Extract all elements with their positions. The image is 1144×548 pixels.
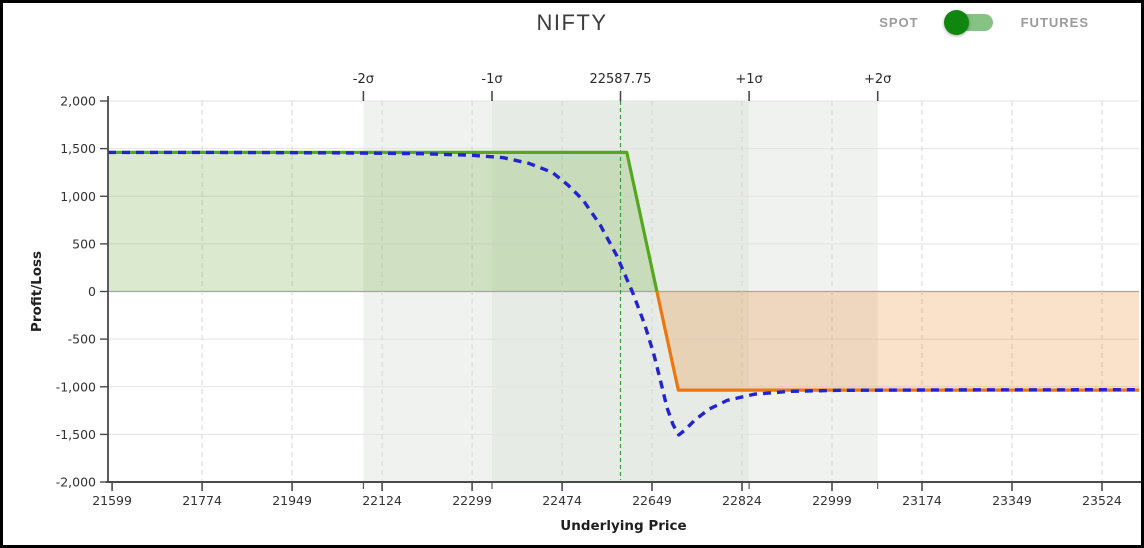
switch-knob[interactable] bbox=[943, 10, 969, 35]
x-tick-label: 22824 bbox=[722, 493, 762, 508]
x-tick-label: 23524 bbox=[1082, 493, 1122, 508]
x-tick-label: 23349 bbox=[992, 493, 1032, 508]
x-tick-label: 21774 bbox=[182, 493, 222, 508]
y-gridlines bbox=[108, 100, 1139, 435]
y-tick-label: 0 bbox=[88, 284, 96, 299]
y-tick-label: -1,000 bbox=[56, 379, 96, 394]
payoff-chart: 2,000 1,500 1,000 500 0 -500 -1,000 -1,500 -2,00… bbox=[3, 3, 1141, 545]
spot-futures-toggle-group: SPOT FUTURES bbox=[879, 10, 1089, 35]
sigma-label: +1σ bbox=[735, 72, 762, 87]
x-tick-label: 22474 bbox=[542, 493, 582, 508]
x-tick-label: 21949 bbox=[272, 493, 312, 508]
chart-title: NIFTY bbox=[536, 10, 608, 35]
loss-area-fill bbox=[656, 291, 1139, 391]
x-axis-title: Underlying Price bbox=[560, 518, 686, 534]
payoff-chart-svg: 2,000 1,500 1,000 500 0 -500 -1,000 -1,500 -2,00… bbox=[29, 72, 1141, 534]
y-tick-label: -1,500 bbox=[56, 427, 96, 442]
x-ticks: 21599 21774 21949 22124 22299 22474 22649 22824… bbox=[92, 482, 1122, 508]
x-tick-label: 23174 bbox=[902, 493, 942, 508]
profit-area-fill bbox=[108, 152, 657, 292]
y-axis-title: Profit/Loss bbox=[29, 251, 45, 332]
spot-price-label: 22587.75 bbox=[589, 72, 651, 87]
futures-label[interactable]: FUTURES bbox=[1020, 14, 1089, 30]
x-tick-label: 22999 bbox=[812, 493, 852, 508]
x-gridlines bbox=[201, 101, 1103, 482]
y-tick-label: -2,000 bbox=[56, 475, 96, 490]
spot-futures-switch[interactable] bbox=[943, 10, 993, 35]
y-tick-label: 2,000 bbox=[60, 94, 96, 109]
t0-pnl-line bbox=[107, 150, 1140, 437]
x-tick-label: 21599 bbox=[92, 493, 132, 508]
x-tick-label: 22299 bbox=[452, 493, 492, 508]
sigma-markers-top: -2σ -1σ +1σ +2σ 22587.75 bbox=[353, 72, 891, 101]
sigma-label: -1σ bbox=[481, 72, 502, 87]
y-tick-label: 1,000 bbox=[60, 189, 96, 204]
chart-header: NIFTY SPOT FUTURES bbox=[3, 3, 1141, 49]
y-ticks: 2,000 1,500 1,000 500 0 -500 -1,000 -1,500 -2,00… bbox=[56, 94, 108, 490]
expiry-payoff-line-negative bbox=[655, 291, 1139, 392]
sigma-label: -2σ bbox=[353, 72, 374, 87]
x-tick-label: 22649 bbox=[632, 493, 672, 508]
spot-label[interactable]: SPOT bbox=[879, 14, 919, 30]
sigma-label: +2σ bbox=[864, 72, 891, 87]
y-tick-label: -500 bbox=[68, 332, 96, 347]
y-tick-label: 500 bbox=[72, 236, 96, 251]
x-tick-label: 22124 bbox=[362, 493, 402, 508]
y-tick-label: 1,500 bbox=[60, 141, 96, 156]
